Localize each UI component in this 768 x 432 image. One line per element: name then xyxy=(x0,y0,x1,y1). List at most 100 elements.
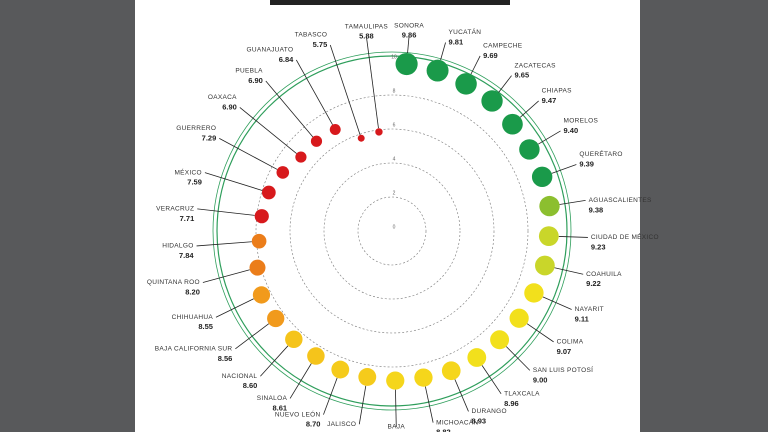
value-label: 5.75 xyxy=(313,40,328,49)
leader-line xyxy=(395,389,397,427)
value-label: 8.56 xyxy=(218,354,233,363)
document-page xyxy=(135,0,640,432)
category-label: MICHOACÁN xyxy=(436,417,478,426)
category-label: COAHUILA xyxy=(586,271,622,278)
dot xyxy=(441,361,461,381)
leader-line xyxy=(235,323,270,350)
category-label: MÉXICO xyxy=(174,167,201,176)
r-tick-label: 6 xyxy=(393,122,396,128)
leader-line xyxy=(542,296,572,310)
dot xyxy=(310,135,323,147)
dot xyxy=(502,113,523,135)
category-label: YUCATÁN xyxy=(449,27,482,36)
leader-line xyxy=(329,44,361,136)
value-label: 7.59 xyxy=(187,178,202,187)
dot xyxy=(267,309,285,328)
category-label: CIUDAD DE MÉXICO xyxy=(591,232,659,241)
leader-line xyxy=(559,199,586,205)
value-label: 9.81 xyxy=(449,37,464,46)
leader-line xyxy=(323,377,338,415)
category-label: NUEVO LEÓN xyxy=(275,409,321,418)
category-label: BAJA CALIFORNIA SUR xyxy=(155,346,233,353)
dot xyxy=(386,371,405,390)
leader-line xyxy=(470,55,481,75)
category-label: JALISCO xyxy=(327,421,356,428)
category-label: CAMPECHE xyxy=(483,43,523,50)
value-label: 9.22 xyxy=(586,279,601,288)
category-label: GUANAJUATO xyxy=(246,47,293,54)
leader-line xyxy=(440,42,446,61)
r-tick-label: 0 xyxy=(393,224,396,230)
category-label: CHIHUAHUA xyxy=(172,314,214,321)
leader-line xyxy=(505,346,531,371)
category-label: QUINTANA ROO xyxy=(147,279,200,286)
dot xyxy=(539,195,560,217)
grid-circle xyxy=(357,196,427,266)
value-label: 9.86 xyxy=(402,31,417,40)
dot xyxy=(490,330,510,350)
leader-line xyxy=(551,164,577,174)
leader-line xyxy=(197,208,255,216)
dot xyxy=(331,360,350,379)
dot xyxy=(251,233,267,249)
dot xyxy=(524,283,544,303)
leader-line xyxy=(265,80,314,138)
leader-line xyxy=(558,236,588,238)
leader-line xyxy=(454,379,469,412)
r-tick-label: 8 xyxy=(393,88,396,94)
dot xyxy=(455,73,477,95)
value-label: 8.70 xyxy=(306,420,321,429)
dot xyxy=(249,259,266,276)
value-label: 8.20 xyxy=(185,287,200,296)
leader-line xyxy=(519,100,539,118)
value-label: 9.47 xyxy=(542,96,557,105)
dot xyxy=(467,348,487,367)
grid-circle xyxy=(255,94,529,368)
dot xyxy=(252,286,271,304)
dot xyxy=(481,90,503,112)
category-label: AGUASCALIENTES xyxy=(589,197,652,204)
leader-line xyxy=(481,365,502,395)
category-label: COLIMA xyxy=(557,339,584,346)
leader-line xyxy=(219,138,278,170)
value-label: 9.38 xyxy=(589,205,604,214)
category-label: TLAXCALA xyxy=(504,391,540,398)
category-label: ZACATECAS xyxy=(515,62,557,69)
value-label: 9.00 xyxy=(533,375,548,384)
leader-line xyxy=(424,386,434,423)
leader-line xyxy=(407,35,410,54)
category-label: MORELOS xyxy=(564,118,599,125)
dot xyxy=(426,59,449,82)
r-tick-label: 4 xyxy=(393,156,396,162)
leader-line xyxy=(498,75,512,93)
category-label: SINALOA xyxy=(257,395,288,402)
value-label: 7.29 xyxy=(202,133,217,142)
value-label: 9.07 xyxy=(557,347,572,356)
dot xyxy=(254,209,269,224)
leader-line xyxy=(366,36,379,129)
leader-line xyxy=(295,59,333,125)
dot xyxy=(285,330,303,349)
dot xyxy=(414,368,433,387)
leader-line xyxy=(537,130,561,145)
leader-line xyxy=(196,241,252,247)
value-label: 6.90 xyxy=(248,76,263,85)
outer-ring xyxy=(216,55,568,407)
value-label: 5.88 xyxy=(359,32,374,41)
dot xyxy=(295,151,307,163)
category-label: SONORA xyxy=(394,22,424,29)
value-label: 9.40 xyxy=(564,126,579,135)
category-label: HIDALGO xyxy=(162,243,193,250)
value-label: 7.84 xyxy=(179,251,194,260)
value-label: 9.65 xyxy=(515,71,530,80)
category-label: NAYARIT xyxy=(575,306,604,313)
category-label: NACIONAL xyxy=(222,373,258,380)
value-label: 7.71 xyxy=(180,214,195,223)
dot xyxy=(358,368,377,386)
category-label: PUEBLA xyxy=(235,68,263,75)
leader-line xyxy=(358,385,367,425)
category-label: BAJA xyxy=(388,424,406,431)
leader-line xyxy=(239,107,297,154)
category-label: GUERRERO xyxy=(176,125,216,132)
